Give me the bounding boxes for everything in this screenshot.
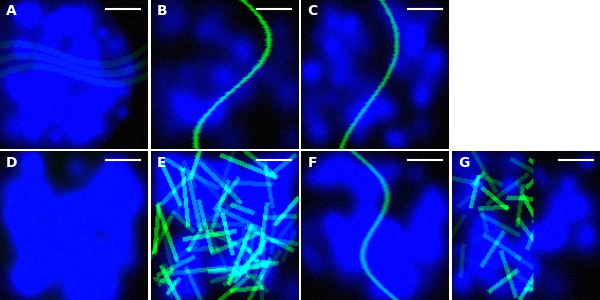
Text: A: A	[6, 4, 17, 19]
Text: E: E	[157, 156, 166, 170]
Text: C: C	[307, 4, 317, 19]
Text: D: D	[6, 156, 17, 170]
Text: G: G	[458, 156, 470, 170]
Text: F: F	[307, 156, 317, 170]
Text: B: B	[157, 4, 167, 19]
